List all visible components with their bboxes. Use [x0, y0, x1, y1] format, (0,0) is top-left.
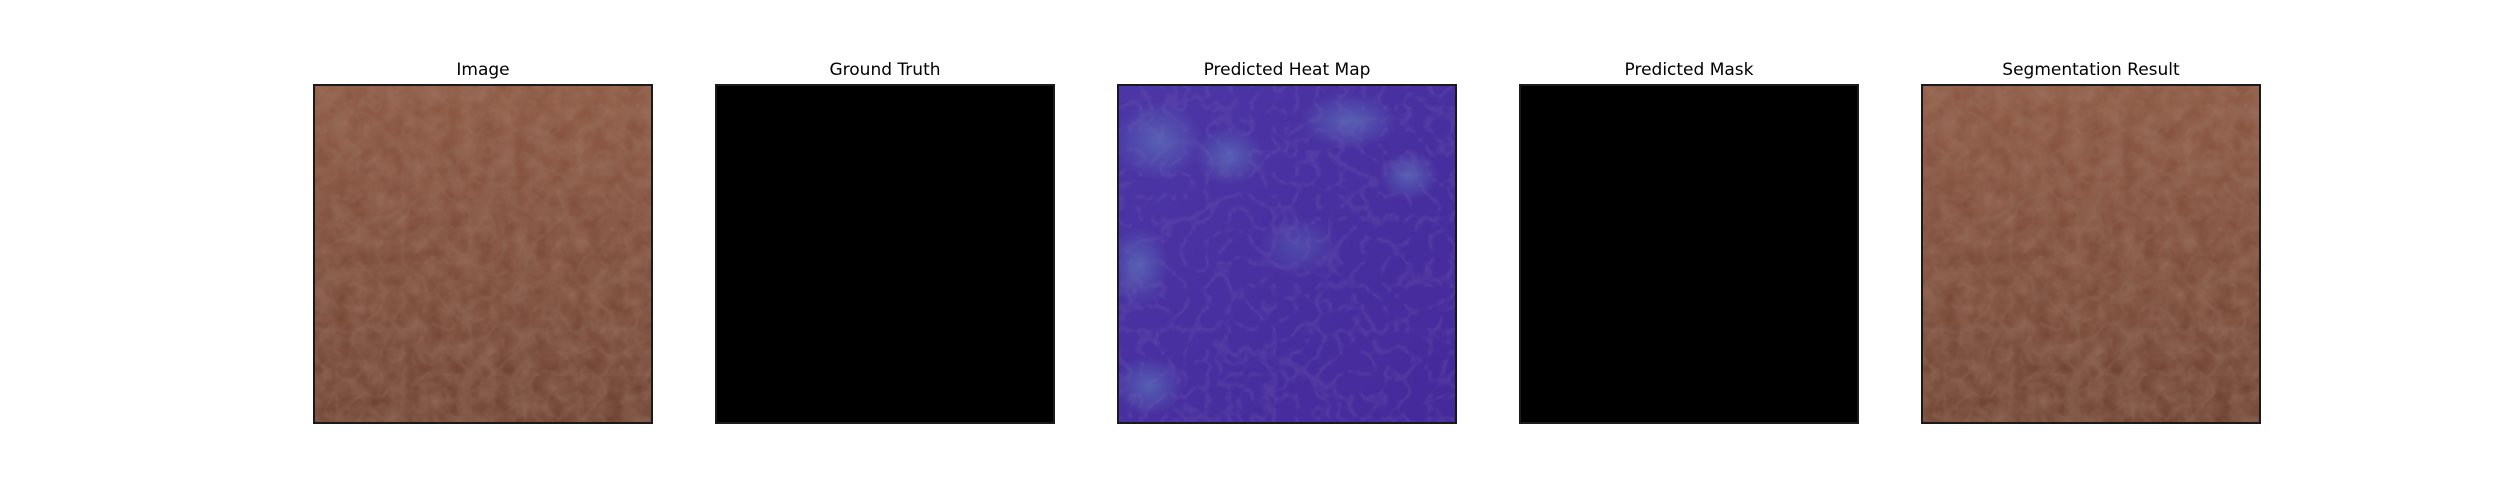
predicted-mask: [1519, 84, 1859, 424]
predicted-heat-map: [1117, 84, 1457, 424]
panel-title-image: Image: [456, 60, 510, 80]
panel-title-predicted-mask: Predicted Mask: [1624, 60, 1754, 80]
panel-title-predicted-heat-map: Predicted Heat Map: [1203, 60, 1371, 80]
panel-title-segmentation-result: Segmentation Result: [2002, 60, 2180, 80]
segmentation-result: [1921, 84, 2261, 424]
image-leather: [313, 84, 653, 424]
panel-title-ground-truth: Ground Truth: [829, 60, 941, 80]
ground-truth-mask: [715, 84, 1055, 424]
